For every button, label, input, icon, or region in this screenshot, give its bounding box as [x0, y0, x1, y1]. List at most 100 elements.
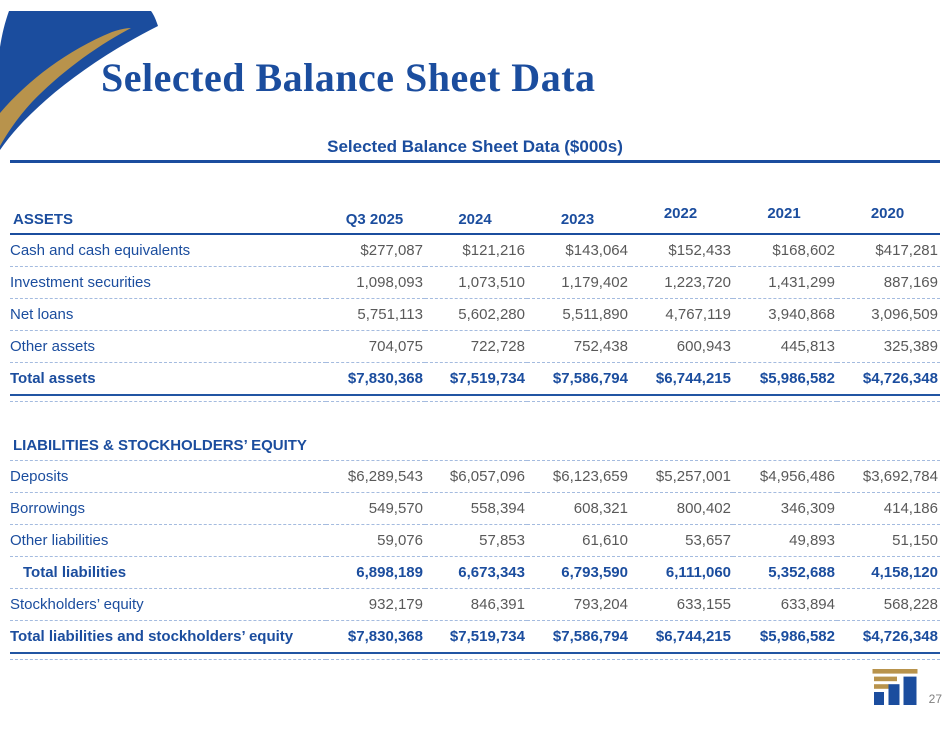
- row-label: Total assets: [10, 362, 326, 396]
- column-header: 2024: [425, 196, 527, 235]
- cell-value: $4,726,348: [837, 620, 940, 654]
- cell-value: 4,767,119: [630, 298, 733, 331]
- table-row: Deposits $6,289,543 $6,057,096 $6,123,659 $5…: [10, 460, 940, 493]
- column-header-label: 2023: [560, 211, 595, 228]
- double-rule-cell: [10, 653, 940, 660]
- cell-value: 4,158,120: [837, 556, 940, 589]
- double-rule-cell: [10, 395, 940, 402]
- cell-value: 325,389: [837, 330, 940, 363]
- table-row: Other assets 704,075 722,728 752,438 600,943…: [10, 330, 940, 363]
- column-header-label: 2021: [767, 205, 801, 222]
- column-header-label: 2022: [663, 205, 698, 222]
- cell-value: 5,751,113: [326, 298, 425, 331]
- cell-value: $7,586,794: [527, 362, 630, 396]
- double-rule-row: [10, 653, 940, 660]
- cell-value: 558,394: [425, 492, 527, 525]
- cell-value: $7,586,794: [527, 620, 630, 654]
- row-label: Total liabilities: [10, 556, 326, 589]
- table-header-row: ASSETS Q3 2025 2024 2023 2022 2021 2020: [10, 196, 940, 235]
- table-row: Borrowings 549,570 558,394 608,321 800,402 34…: [10, 492, 940, 525]
- column-header: 2020: [837, 196, 940, 235]
- cell-value: $277,087: [326, 234, 425, 267]
- cell-value: $6,744,215: [630, 620, 733, 654]
- cell-value: 61,610: [527, 524, 630, 557]
- cell-value: 800,402: [630, 492, 733, 525]
- cell-value: 722,728: [425, 330, 527, 363]
- cell-value: $7,519,734: [425, 362, 527, 396]
- cell-value: 846,391: [425, 588, 527, 621]
- section-header: LIABILITIES & STOCKHOLDERS’ EQUITY: [10, 424, 940, 461]
- column-header: 2021: [733, 196, 837, 235]
- cell-value: 5,352,688: [733, 556, 837, 589]
- cell-value: 549,570: [326, 492, 425, 525]
- cell-value: $7,830,368: [326, 620, 425, 654]
- table-row: Total assets $7,830,368 $7,519,734 $7,586,7…: [10, 362, 940, 396]
- cell-value: $7,830,368: [326, 362, 425, 396]
- cell-value: 6,793,590: [527, 556, 630, 589]
- table-row: Net loans 5,751,113 5,602,280 5,511,890 4,76…: [10, 298, 940, 331]
- section-header-row: LIABILITIES & STOCKHOLDERS’ EQUITY: [10, 424, 940, 461]
- double-rule-row: [10, 395, 940, 402]
- cell-value: 53,657: [630, 524, 733, 557]
- cell-value: $143,064: [527, 234, 630, 267]
- cell-value: 1,223,720: [630, 266, 733, 299]
- row-label: Net loans: [10, 298, 326, 331]
- cell-value: 59,076: [326, 524, 425, 557]
- cell-value: 1,431,299: [733, 266, 837, 299]
- caption-rule: [10, 160, 940, 163]
- cell-value: 3,940,868: [733, 298, 837, 331]
- row-label: Other assets: [10, 330, 326, 363]
- table-row: Cash and cash equivalents $277,087 $121,21…: [10, 234, 940, 267]
- cell-value: $6,744,215: [630, 362, 733, 396]
- cell-value: 633,155: [630, 588, 733, 621]
- page-number: 27: [928, 692, 942, 706]
- cell-value: 568,228: [837, 588, 940, 621]
- cell-value: $7,519,734: [425, 620, 527, 654]
- cell-value: $4,956,486: [733, 460, 837, 493]
- cell-value: 57,853: [425, 524, 527, 557]
- cell-value: 346,309: [733, 492, 837, 525]
- company-logo-icon: [872, 669, 918, 705]
- cell-value: $152,433: [630, 234, 733, 267]
- cell-value: 5,511,890: [527, 298, 630, 331]
- cell-value: 1,179,402: [527, 266, 630, 299]
- row-label: Other liabilities: [10, 524, 326, 557]
- row-label: Cash and cash equivalents: [10, 234, 326, 267]
- cell-value: 49,893: [733, 524, 837, 557]
- cell-value: 608,321: [527, 492, 630, 525]
- cell-value: 600,943: [630, 330, 733, 363]
- row-label: Investment securities: [10, 266, 326, 299]
- cell-value: $4,726,348: [837, 362, 940, 396]
- cell-value: $5,257,001: [630, 460, 733, 493]
- cell-value: $6,289,543: [326, 460, 425, 493]
- cell-value: $121,216: [425, 234, 527, 267]
- cell-value: 3,096,509: [837, 298, 940, 331]
- cell-value: 414,186: [837, 492, 940, 525]
- row-label: Total liabilities and stockholders’ equi…: [10, 620, 326, 654]
- cell-value: 51,150: [837, 524, 940, 557]
- row-label: Deposits: [10, 460, 326, 493]
- cell-value: 887,169: [837, 266, 940, 299]
- table-body: ASSETS Q3 2025 2024 2023 2022 2021 2020 Cash an…: [10, 196, 940, 660]
- cell-value: $168,602: [733, 234, 837, 267]
- row-label: Stockholders’ equity: [10, 588, 326, 621]
- cell-value: $5,986,582: [733, 362, 837, 396]
- corner-swoosh-icon: [0, 11, 158, 150]
- cell-value: 445,813: [733, 330, 837, 363]
- column-header: Q3 2025: [326, 196, 425, 235]
- cell-value: 6,111,060: [630, 556, 733, 589]
- table-row: Investment securities 1,098,093 1,073,510 1…: [10, 266, 940, 299]
- cell-value: $6,123,659: [527, 460, 630, 493]
- section-header: ASSETS: [10, 196, 326, 235]
- cell-value: 1,098,093: [326, 266, 425, 299]
- table-row: Total liabilities and stockholders’ equi…: [10, 620, 940, 654]
- cell-value: $5,986,582: [733, 620, 837, 654]
- page-title: Selected Balance Sheet Data: [101, 55, 596, 100]
- table-container: ASSETS Q3 2025 2024 2023 2022 2021 2020 Cash an…: [10, 196, 940, 660]
- row-label: Borrowings: [10, 492, 326, 525]
- column-header: 2023: [527, 196, 630, 235]
- table-row: Stockholders’ equity 932,179 846,391 793,20…: [10, 588, 940, 621]
- cell-value: 932,179: [326, 588, 425, 621]
- cell-value: $417,281: [837, 234, 940, 267]
